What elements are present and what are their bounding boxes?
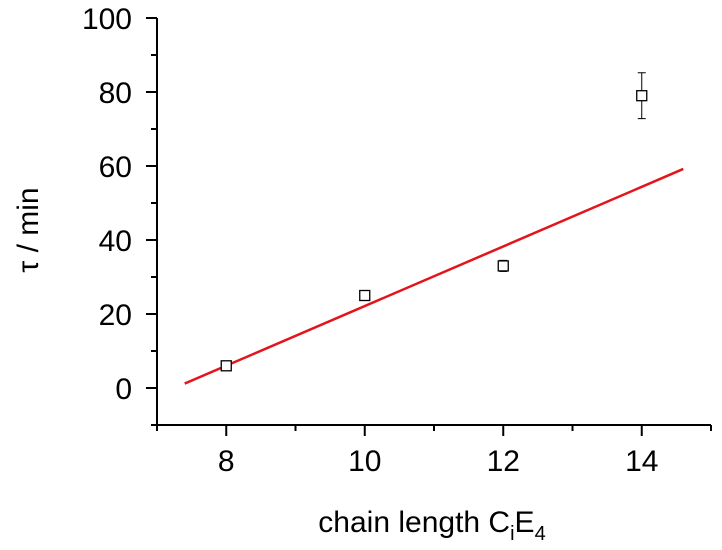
y-tick-label: 60 [99,151,132,184]
x-tick-label: 14 [625,445,658,478]
x-tick-label: 8 [218,445,235,478]
fit-line-group [184,167,684,385]
fit-line [184,167,684,385]
tick-labels: 0 20 40 60 80 100 8 10 12 14 [82,3,659,478]
y-tick-label: 100 [82,3,132,36]
x-axis-title-mid: E [515,506,535,539]
square-marker [220,360,232,372]
square-marker [636,90,648,102]
data-points [220,72,648,372]
y-tick-label: 80 [99,77,132,110]
square-marker [497,260,509,272]
x-tick-label: 10 [348,445,381,478]
square-marker [359,289,371,302]
y-tick-label: 0 [115,373,132,406]
data-point [497,259,509,272]
y-tick-label: 20 [99,299,132,332]
data-point [220,360,232,372]
data-point [359,289,371,302]
y-tick-label: 40 [99,225,132,258]
axes [146,17,712,436]
x-axis-title-subscript-4: 4 [535,523,546,545]
x-axis-title: chain length CiE4 [318,506,545,545]
x-axis-title-prefix: chain length C [318,506,510,539]
data-point [636,72,648,120]
y-axis-title: τ / min [12,187,45,272]
x-tick-label: 12 [487,445,520,478]
x-axis-title-subscript-i: i [510,523,514,545]
